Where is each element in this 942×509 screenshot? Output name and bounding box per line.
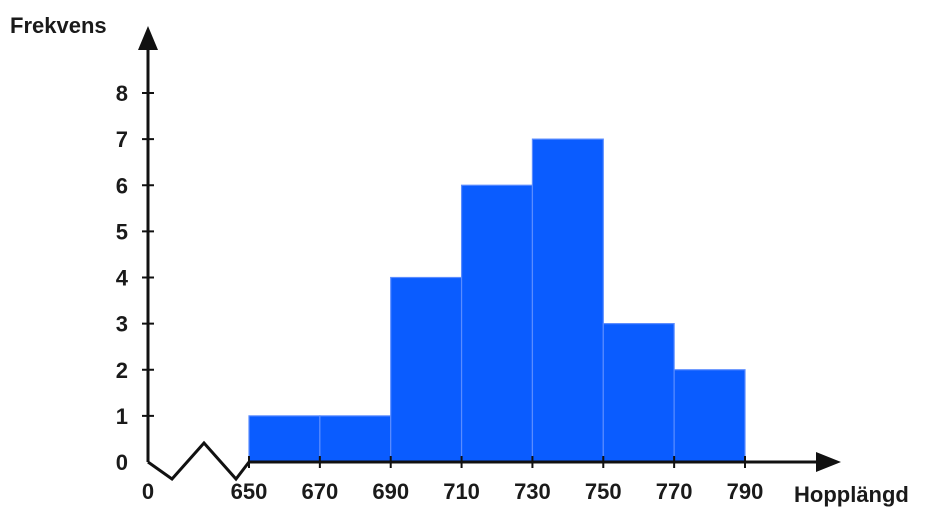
axes-group <box>138 26 841 482</box>
x-tick-label-710: 710 <box>443 479 480 504</box>
y-tick-label-7: 7 <box>116 127 128 152</box>
histogram-bar-690-710 <box>390 276 463 463</box>
x-tick-label-650: 650 <box>231 479 268 504</box>
x-axis-title: Hopplängd <box>794 482 909 507</box>
x-tick-label-730: 730 <box>514 479 551 504</box>
x-tick-label-690: 690 <box>372 479 409 504</box>
y-tick-label-6: 6 <box>116 173 128 198</box>
histogram-bar-750-770 <box>602 323 675 463</box>
histogram-bar-710-730 <box>460 184 534 463</box>
x-tick-label-750: 750 <box>585 479 622 504</box>
x-axis-arrow <box>816 452 841 472</box>
x-origin-label: 0 <box>142 479 154 504</box>
x-axis-break-zigzag <box>147 440 251 482</box>
y-tick-label-1: 1 <box>116 404 128 429</box>
ticks-group: 0 1 2 3 4 5 6 7 8 650 670 690 710 730 750 770 790 <box>116 81 764 504</box>
y-tick-label-4: 4 <box>116 266 129 291</box>
histogram-bar-670-690 <box>319 415 392 463</box>
y-tick-label-8: 8 <box>116 81 128 106</box>
histogram-bar-650-670 <box>248 415 321 463</box>
histogram-bar-770-790 <box>673 369 746 463</box>
y-axis-arrow <box>138 26 158 50</box>
y-axis-title: Frekvens <box>10 13 107 38</box>
y-tick-label-0: 0 <box>116 450 128 475</box>
x-tick-label-670: 670 <box>301 479 338 504</box>
histogram-bar-730-750 <box>531 138 604 463</box>
y-tick-label-2: 2 <box>116 358 128 383</box>
x-tick-label-770: 770 <box>656 479 693 504</box>
y-tick-label-3: 3 <box>116 312 128 337</box>
x-tick-label-790: 790 <box>727 479 764 504</box>
bars-group <box>248 138 746 463</box>
y-tick-label-5: 5 <box>116 219 128 244</box>
